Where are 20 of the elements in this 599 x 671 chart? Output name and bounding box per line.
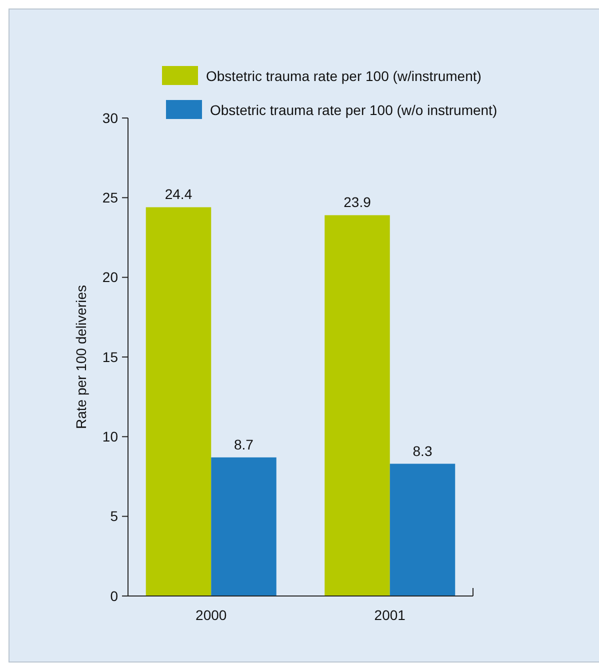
data-label: 8.7 xyxy=(234,436,254,452)
bar xyxy=(211,457,276,596)
data-label: 8.3 xyxy=(412,442,432,459)
y-tick-label: 10 xyxy=(102,428,118,445)
y-tick-label: 5 xyxy=(110,508,118,524)
x-tick-label: 2000 xyxy=(196,607,227,623)
y-tick-label: 20 xyxy=(102,269,118,286)
bar xyxy=(390,464,456,596)
y-tick-label: 0 xyxy=(110,588,118,604)
x-tick-label: 2001 xyxy=(374,607,406,623)
y-axis-title: Rate per 100 deliveries xyxy=(73,285,89,429)
y-tick-label: 30 xyxy=(102,110,118,126)
y-tick-label: 15 xyxy=(102,348,118,365)
data-label: 23.9 xyxy=(344,194,372,210)
data-label: 24.4 xyxy=(164,186,192,202)
bar xyxy=(324,215,390,596)
legend-label: Obstetric trauma rate per 100 (w/o instrument) xyxy=(210,102,498,118)
legend-label: Obstetric trauma rate per 100 (w/instrument) xyxy=(206,68,482,84)
y-tick-label: 25 xyxy=(102,190,118,206)
bar xyxy=(146,207,212,596)
